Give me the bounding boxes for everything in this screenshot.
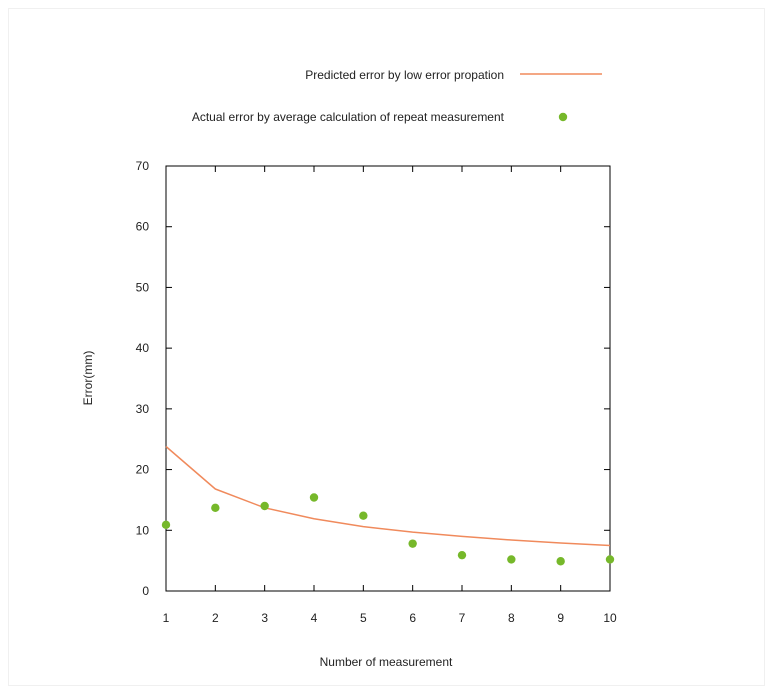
y-tick-label: 0 — [142, 584, 149, 598]
x-tick-label: 9 — [557, 611, 564, 625]
y-tick-label: 70 — [136, 159, 150, 173]
series-line-predicted — [165, 445, 611, 547]
x-tick-label: 3 — [261, 611, 268, 625]
x-tick-label: 7 — [459, 611, 466, 625]
y-tick-label: 20 — [136, 463, 150, 477]
data-point-actual — [605, 555, 615, 564]
legend-label-actual: Actual error by average calculation of r… — [192, 110, 505, 124]
plot-area-frame — [165, 165, 611, 592]
figure-frame — [8, 8, 765, 686]
y-tick-label: 50 — [136, 280, 150, 294]
x-tick-label: 1 — [163, 611, 170, 625]
y-tick-label: 30 — [136, 402, 150, 416]
data-point-actual — [161, 520, 171, 530]
legend: Predicted error by low error propation A… — [192, 68, 602, 124]
data-point-actual — [359, 511, 368, 520]
data-point-actual — [309, 493, 319, 502]
data-point-actual — [408, 539, 417, 548]
x-tick-label: 4 — [311, 611, 318, 625]
data-point-actual — [507, 555, 516, 564]
data-point-actual — [211, 503, 220, 513]
legend-label-predicted: Predicted error by low error propation — [305, 68, 504, 82]
data-point-actual — [260, 501, 269, 511]
x-tick-label: 6 — [409, 611, 416, 625]
ticks-layer: 1 2 3 4 5 6 7 8 9 10 0 10 20 30 40 50 60 70 — [136, 159, 617, 625]
x-tick-label: 5 — [360, 611, 367, 625]
y-axis-title: Error(mm) — [81, 351, 95, 406]
x-tick-label: 10 — [603, 611, 617, 625]
legend-swatch-actual-dot — [558, 112, 568, 122]
data-point-actual — [556, 557, 565, 566]
y-tick-label: 40 — [136, 341, 150, 355]
series-layer — [161, 445, 615, 566]
data-point-actual — [457, 550, 467, 560]
x-tick-label: 8 — [508, 611, 515, 625]
x-axis-title: Number of measurement — [320, 655, 453, 669]
y-tick-label: 60 — [136, 220, 150, 234]
y-tick-label: 10 — [136, 523, 150, 537]
x-tick-label: 2 — [212, 611, 219, 625]
